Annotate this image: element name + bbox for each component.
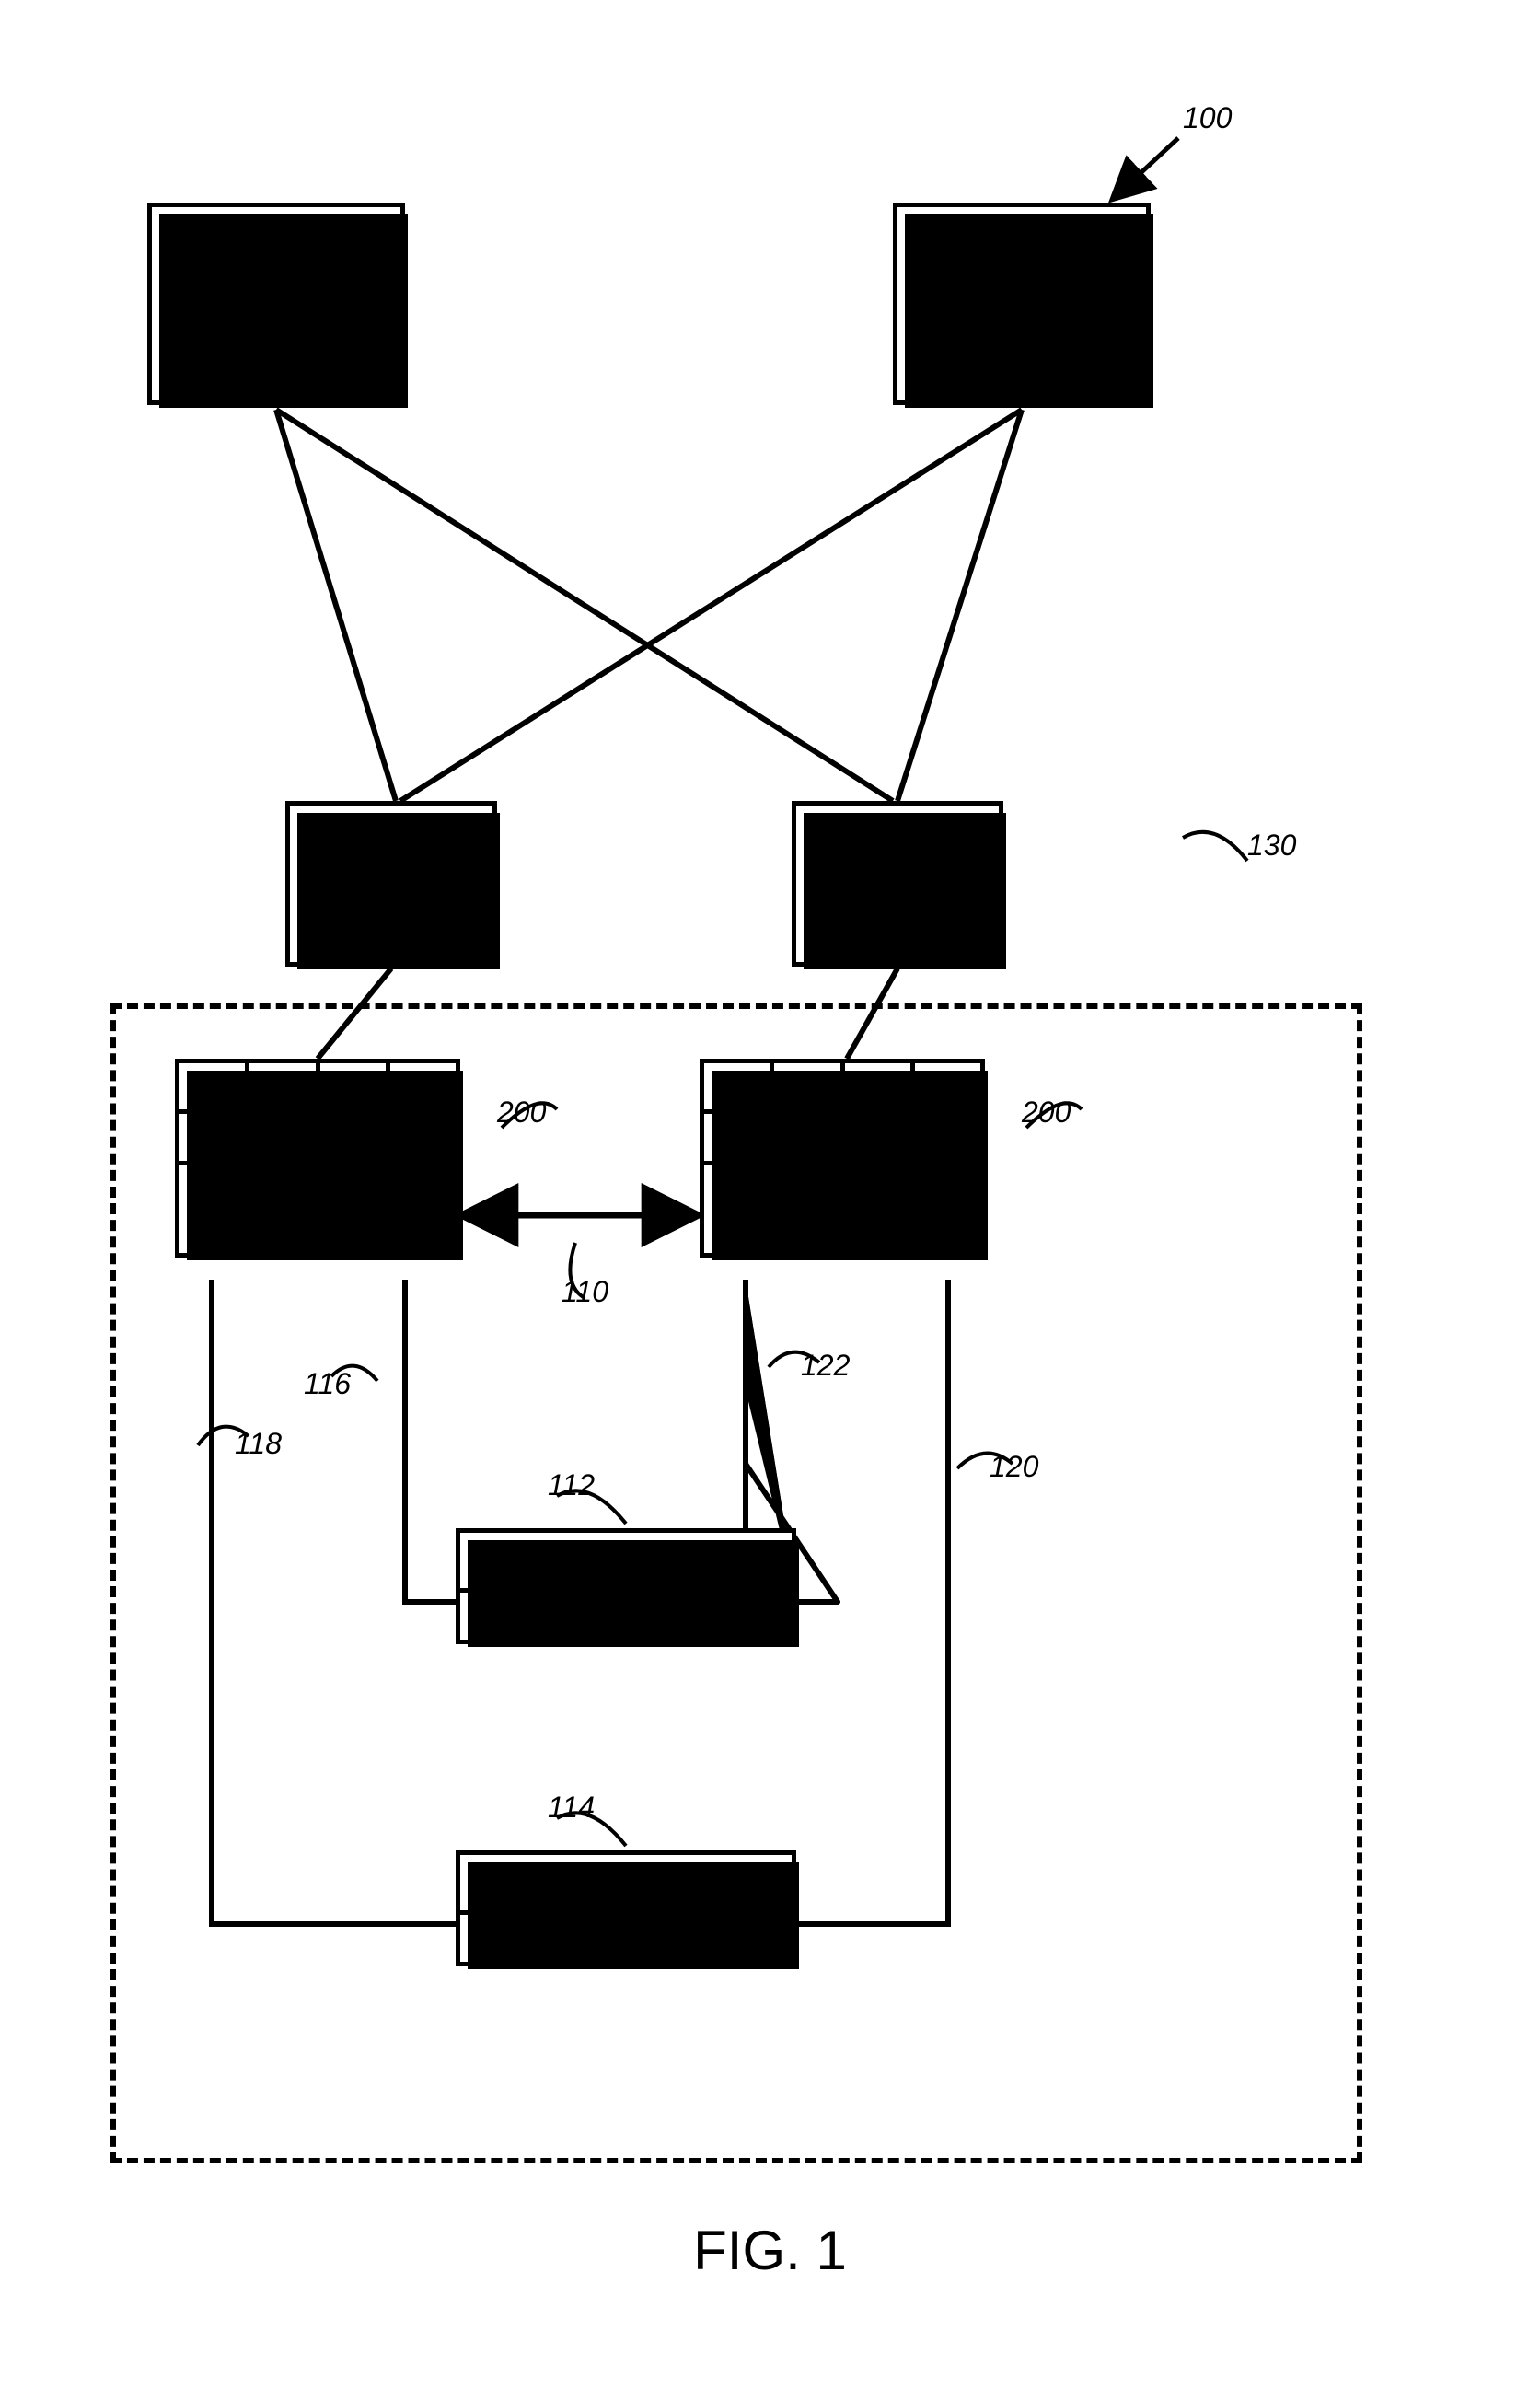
ref-112: 112	[548, 1468, 595, 1502]
disk-cell	[628, 1915, 684, 1962]
vp-cell: VP1	[390, 1063, 456, 1109]
red-disk-shelf: RED DISK SHELF D1 DN	[456, 1528, 796, 1644]
ref-200-red: 200	[497, 1096, 546, 1130]
vp-cell: VP0	[320, 1063, 390, 1109]
disk-cell	[628, 1593, 684, 1640]
diagram-root: 100 CLIENT 104a CLIENT 104b SWITCH 106 S…	[37, 37, 1503, 2363]
switch-box-1: SWITCH 106	[285, 801, 497, 967]
ref-118: 118	[235, 1427, 282, 1461]
vp-cell: VP0	[704, 1063, 774, 1109]
switch-box-2: SWITCH 108	[792, 801, 1003, 967]
vp-cell: VP0	[845, 1063, 915, 1109]
switch-1-ref: 106	[368, 887, 414, 922]
client-box-b: CLIENT 104b	[893, 203, 1151, 405]
switch-2-label: SWITCH	[843, 847, 952, 882]
disk-cell: DN	[740, 1915, 792, 1962]
vp-cell: VP1	[249, 1063, 319, 1109]
client-b-ref: 104b	[991, 307, 1053, 342]
vp-cell: VP0	[179, 1063, 249, 1109]
client-box-a: CLIENT 104a	[147, 203, 405, 405]
disk-cell	[684, 1915, 740, 1962]
red-shelf-title: RED DISK SHELF	[460, 1533, 792, 1588]
vp-cell: VP1	[774, 1063, 844, 1109]
ab-cell: A	[179, 1114, 320, 1161]
ref-200-blue: 200	[1022, 1096, 1071, 1130]
disk-cell: D1	[460, 1915, 516, 1962]
disk-cell	[573, 1593, 629, 1640]
disk-cell: D1	[460, 1593, 516, 1640]
client-b-label: CLIENT	[973, 266, 1071, 301]
switch-2-ref: 108	[874, 887, 921, 922]
figure-caption: FIG. 1	[37, 2219, 1503, 2282]
ab-cell: B	[320, 1114, 457, 1161]
ref-114: 114	[548, 1791, 595, 1825]
ref-116: 116	[304, 1367, 351, 1401]
ref-130: 130	[1247, 829, 1296, 863]
client-a-ref: 104a	[246, 307, 307, 342]
ref-100: 100	[1183, 101, 1232, 135]
red-storage-system: VP0 VP1 VP0 VP1 A B RED STORAGE SYSTEM	[175, 1059, 460, 1258]
ref-122: 122	[801, 1349, 850, 1383]
ab-cell: B	[845, 1114, 981, 1161]
red-storage-title: RED STORAGE SYSTEM	[217, 1173, 418, 1242]
disk-cell	[573, 1915, 629, 1962]
disk-cell: DN	[740, 1593, 792, 1640]
blue-storage-title: BLUE STORAGE SYSTEM	[735, 1173, 950, 1242]
ab-cell: A	[704, 1114, 845, 1161]
ref-110: 110	[562, 1275, 608, 1309]
switch-1-label: SWITCH	[337, 847, 446, 882]
blue-storage-system: VP0 VP1 VP0 VP1 A B BLUE STORAGE SYSTEM	[700, 1059, 985, 1258]
vp-cell: VP1	[915, 1063, 980, 1109]
disk-cell	[516, 1915, 573, 1962]
disk-cell	[516, 1593, 573, 1640]
ref-120: 120	[990, 1450, 1038, 1484]
client-a-label: CLIENT	[227, 266, 326, 301]
disk-cell	[684, 1593, 740, 1640]
blue-shelf-title: BLUE DISK SHELF	[460, 1855, 792, 1910]
blue-disk-shelf: BLUE DISK SHELF D1 DN	[456, 1850, 796, 1966]
